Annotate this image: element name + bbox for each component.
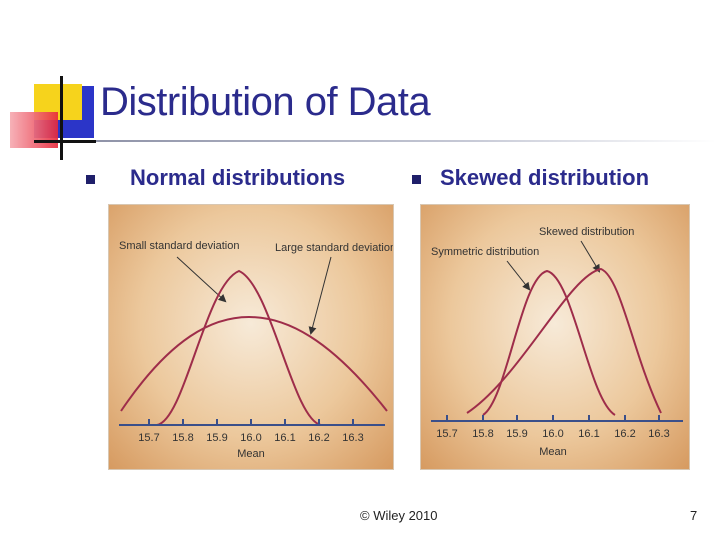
arrow-skewed: [580, 240, 601, 273]
arrow-small-sd: [176, 256, 227, 303]
bullet-skewed-distribution: Skewed distribution: [440, 165, 650, 190]
x-axis-ticks: [148, 419, 354, 425]
tick-label: 15.7: [436, 428, 457, 440]
copyright-footer: © Wiley 2010: [360, 508, 438, 523]
curve-symmetric: [482, 269, 616, 416]
arrow-large-sd: [308, 256, 332, 335]
bullet-marker-normal: [86, 175, 95, 184]
bullet-normal-distributions: Normal distributions: [130, 165, 346, 190]
annotation-large-sd: Large standard deviation: [275, 242, 393, 254]
tick-label: 15.8: [172, 432, 193, 444]
tick-label: 16.2: [614, 428, 635, 440]
tick-label: 15.9: [206, 432, 227, 444]
tick-label: 16.3: [648, 428, 669, 440]
axis-label-mean: Mean: [237, 448, 265, 460]
skewed-distribution-figure: Skewed distribution Symmetric distributi…: [420, 204, 690, 470]
axis-label-mean: Mean: [539, 446, 567, 458]
title-divider: [96, 140, 716, 142]
tick-label: 15.7: [138, 432, 159, 444]
tick-label: 16.0: [542, 428, 563, 440]
curve-large-sd: [120, 315, 388, 412]
arrow-symmetric: [506, 260, 531, 291]
tick-label: 16.3: [342, 432, 363, 444]
logo-graphic: [0, 0, 110, 170]
bullet-marker-skewed: [412, 175, 421, 184]
tick-label: 16.1: [578, 428, 599, 440]
curve-small-sd: [156, 269, 322, 426]
annotation-skewed: Skewed distribution: [539, 226, 634, 238]
annotation-small-sd: Small standard deviation: [119, 240, 239, 252]
x-axis-ticks: [446, 415, 660, 421]
annotation-symmetric: Symmetric distribution: [431, 246, 539, 258]
tick-label: 16.1: [274, 432, 295, 444]
tick-label: 16.0: [240, 432, 261, 444]
curve-skewed: [466, 267, 662, 414]
normal-distributions-figure: Small standard deviation Large standard …: [108, 204, 394, 470]
slide-title: Distribution of Data: [100, 80, 431, 124]
tick-label: 15.8: [472, 428, 493, 440]
page-number: 7: [690, 508, 698, 523]
tick-label: 15.9: [506, 428, 527, 440]
tick-label: 16.2: [308, 432, 329, 444]
